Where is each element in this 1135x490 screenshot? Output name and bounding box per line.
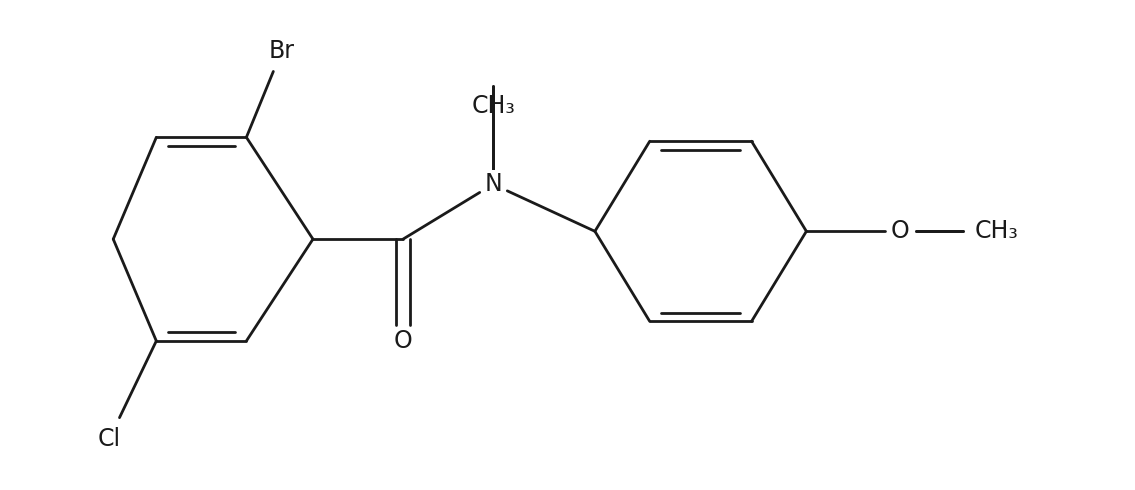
Text: Cl: Cl [98, 427, 121, 451]
Text: Br: Br [269, 39, 295, 63]
Text: N: N [485, 172, 502, 196]
Text: O: O [394, 329, 412, 353]
Text: O: O [891, 220, 910, 244]
Text: CH₃: CH₃ [471, 94, 515, 118]
Text: CH₃: CH₃ [975, 220, 1018, 244]
